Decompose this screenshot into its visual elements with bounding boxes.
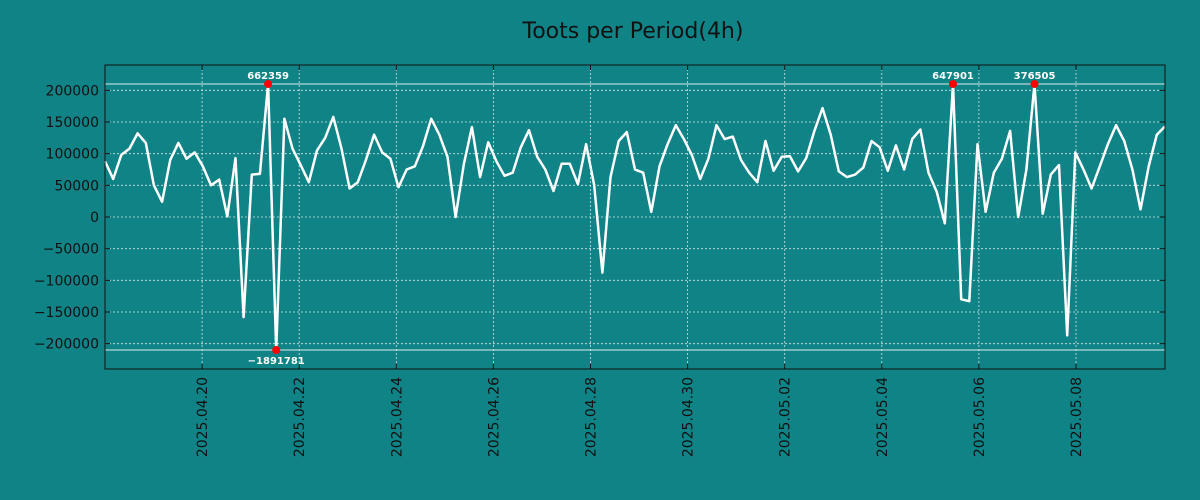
peak-marker	[264, 80, 273, 88]
y-tick-label: 50000	[54, 178, 99, 194]
annotation-labels: 662359 −1891781 647901 376505	[247, 71, 1055, 367]
series-layer	[103, 82, 1166, 352]
y-tick-label: −200000	[34, 337, 99, 353]
chart-title: Toots per Period(4h)	[522, 19, 744, 44]
axis-ticks	[105, 65, 1165, 369]
peak-label: 662359	[247, 71, 289, 82]
axis-labels: −200000 −150000 −100000 −50000 0 50000 100000 1…	[34, 83, 1085, 457]
clip-lines	[105, 83, 1165, 351]
x-tick-label: 2025.04.30	[681, 377, 697, 457]
x-tick-label: 2025.04.20	[195, 377, 211, 457]
x-tick-label: 2025.04.24	[389, 377, 405, 457]
peak-label: 376505	[1014, 71, 1056, 82]
x-tick-label: 2025.05.04	[875, 377, 891, 457]
peak-label: 647901	[932, 71, 974, 82]
peak-marker	[1030, 80, 1039, 88]
peak-marker	[272, 346, 281, 354]
x-tick-label: 2025.05.02	[778, 377, 794, 457]
x-tick-label: 2025.04.26	[486, 377, 502, 457]
y-tick-label: −150000	[34, 305, 99, 321]
x-tick-label: 2025.04.22	[292, 377, 308, 457]
y-tick-label: 150000	[46, 115, 99, 131]
y-tick-label: −50000	[43, 242, 99, 258]
x-tick-label: 2025.05.08	[1069, 377, 1085, 457]
series-line	[103, 82, 1166, 352]
peak-marker	[949, 80, 957, 88]
y-tick-label: 200000	[46, 83, 99, 99]
y-tick-label: 0	[90, 210, 99, 226]
peak-label: −1891781	[248, 356, 305, 367]
x-tick-label: 2025.04.28	[583, 377, 599, 457]
peak-markers	[264, 80, 1039, 354]
x-tick-label: 2025.05.06	[972, 377, 988, 457]
grid-layer	[105, 65, 1165, 369]
y-tick-label: 100000	[46, 147, 99, 163]
y-tick-label: −100000	[34, 273, 99, 289]
